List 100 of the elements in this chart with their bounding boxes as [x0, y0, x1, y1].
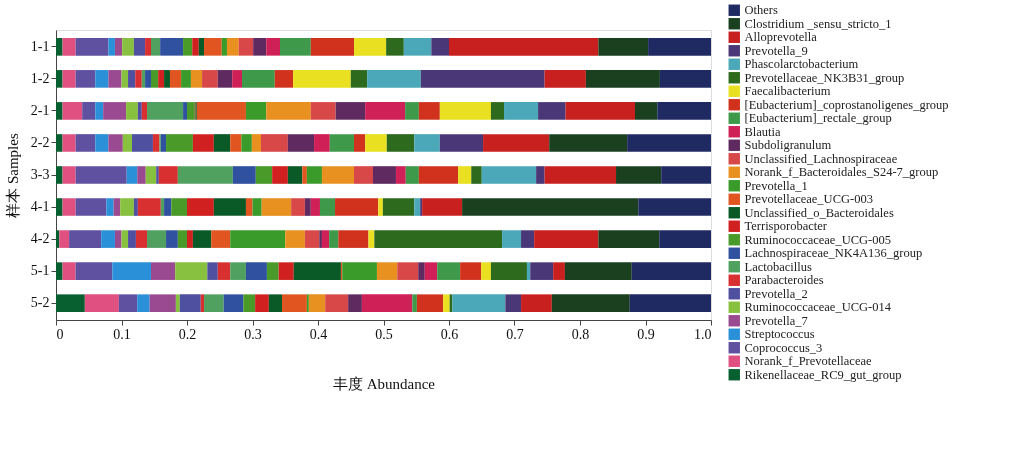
bar [424, 262, 438, 280]
bar [166, 230, 178, 248]
bar [534, 230, 599, 248]
bar [325, 294, 349, 312]
y-tick-label: 5-2 [30, 295, 50, 311]
legend-label: Alloprevotella [744, 30, 818, 45]
y-tick-label: 3-3 [30, 167, 50, 182]
bar [147, 102, 184, 120]
bar [56, 262, 63, 280]
legend-label: [Eubacterium]_coprostanoligenes_group [744, 97, 949, 112]
bar [175, 262, 208, 280]
bar [395, 166, 406, 184]
x-tick-label: 0.8 [571, 326, 590, 342]
bar [160, 134, 167, 152]
bar [177, 166, 233, 184]
bar [126, 166, 138, 184]
bar [521, 230, 535, 248]
bar [376, 262, 398, 280]
bar [238, 38, 254, 56]
legend-label: Subdoligranulum [744, 138, 832, 153]
bar [108, 38, 115, 56]
bar [361, 294, 413, 312]
bar [460, 262, 482, 280]
bar [245, 262, 267, 280]
bar [397, 262, 419, 280]
bar [56, 198, 63, 216]
bar [253, 38, 267, 56]
x-axis-title: 丰度 Abundance [332, 375, 436, 392]
bar [335, 102, 366, 120]
bar [335, 198, 379, 216]
bar [200, 294, 205, 312]
x-tick-label: 0.7 [506, 326, 524, 342]
bar [75, 134, 96, 152]
bar [158, 166, 178, 184]
bar [75, 262, 113, 280]
x-tick-label: 0.9 [637, 326, 655, 342]
bar [342, 262, 377, 280]
bar [75, 38, 109, 56]
bar [321, 230, 330, 248]
bar [373, 166, 396, 184]
bar [382, 198, 415, 216]
bar [169, 70, 182, 88]
bar [266, 38, 281, 56]
bar [145, 70, 151, 88]
bar [504, 102, 539, 120]
legend-label: Prevotella_9 [744, 43, 808, 58]
bar [544, 70, 586, 88]
legend-label: Streptococcus [744, 327, 815, 342]
bar [443, 294, 450, 312]
bar [112, 262, 151, 280]
bar [156, 166, 159, 184]
bar [405, 102, 419, 120]
bar [190, 70, 203, 88]
bar [266, 262, 279, 280]
bar [536, 166, 545, 184]
bar [187, 102, 195, 120]
bar [242, 70, 275, 88]
bar [319, 198, 336, 216]
bar [82, 102, 96, 120]
bar [56, 166, 63, 184]
bar [261, 134, 288, 152]
bar [126, 102, 138, 120]
bar [120, 198, 134, 216]
bar [56, 102, 63, 120]
bar [314, 134, 330, 152]
bar [551, 294, 630, 312]
bar [128, 230, 136, 248]
bar [230, 134, 242, 152]
bar [598, 38, 649, 56]
bar [386, 134, 415, 152]
bar [338, 230, 369, 248]
bar [368, 230, 375, 248]
bar [152, 134, 160, 152]
bar [95, 70, 109, 88]
bar [412, 294, 417, 312]
bar [319, 230, 322, 248]
bar [405, 166, 419, 184]
bar [183, 102, 187, 120]
bar [160, 38, 184, 56]
bar [565, 102, 636, 120]
bar [179, 294, 201, 312]
bar [149, 294, 176, 312]
bar [598, 230, 660, 248]
bar [56, 134, 63, 152]
bar [462, 198, 639, 216]
bar [274, 70, 294, 88]
bar [141, 70, 146, 88]
bar [431, 38, 449, 56]
legend-label: Faecalibacterium [744, 84, 831, 99]
bar [585, 70, 660, 88]
bar [121, 70, 129, 88]
bar [147, 230, 167, 248]
y-tick-label: 1-2 [30, 70, 50, 86]
legend-label: Unclassified_o_Bacteroidales [744, 205, 894, 220]
bar [192, 230, 212, 248]
bar [196, 102, 246, 120]
bar [310, 38, 355, 56]
bar [114, 38, 123, 56]
bar [418, 166, 459, 184]
bar [245, 102, 267, 120]
